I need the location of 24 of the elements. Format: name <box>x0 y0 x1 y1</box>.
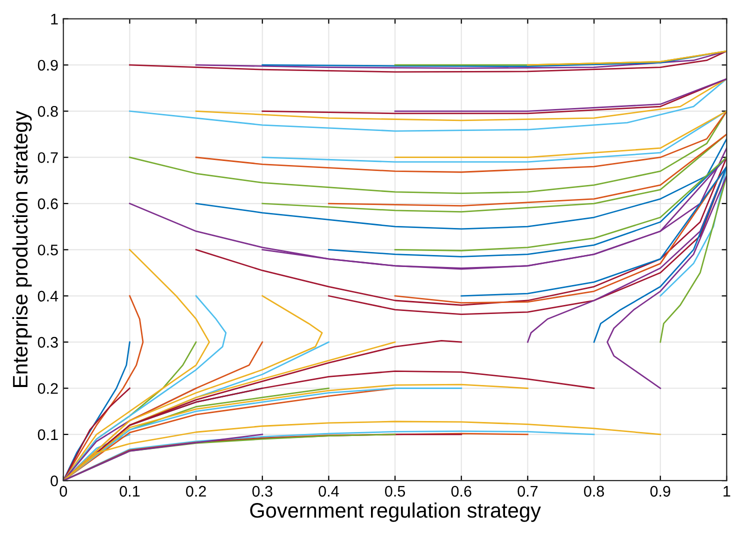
x-tick-label: 0.2 <box>186 486 206 497</box>
x-tick-label: 0.5 <box>385 486 406 497</box>
y-tick-label: 0.3 <box>38 336 58 348</box>
y-tick-label: 0.6 <box>38 198 58 210</box>
y-tick-label: 0.1 <box>38 429 58 440</box>
y-tick-label: 0.4 <box>38 290 58 302</box>
x-tick-label: 0.3 <box>252 486 272 497</box>
y-tick-label: 0.7 <box>38 152 58 164</box>
x-axis-title: Government regulation strategy <box>250 502 541 522</box>
x-tick-label: 0.9 <box>650 486 670 497</box>
y-tick-label: 1 <box>51 14 58 24</box>
y-tick-label: 0.9 <box>38 60 58 71</box>
x-tick-label: 0.7 <box>518 486 538 497</box>
x-tick-label: 0 <box>60 486 68 497</box>
x-tick-label: 0.4 <box>318 486 339 497</box>
x-tick-label: 0.1 <box>120 486 140 497</box>
x-tick-label: 1 <box>724 486 730 497</box>
y-tick-label: 0.2 <box>38 383 58 394</box>
x-tick-label: 0.8 <box>584 486 604 497</box>
y-tick-label: 0.5 <box>38 244 58 256</box>
y-tick-label: 0 <box>50 475 58 486</box>
y-axis-title: Enterprise production strategy <box>12 110 32 387</box>
x-tick-label: 0.6 <box>451 486 472 497</box>
y-tick-label: 0.8 <box>38 106 58 117</box>
